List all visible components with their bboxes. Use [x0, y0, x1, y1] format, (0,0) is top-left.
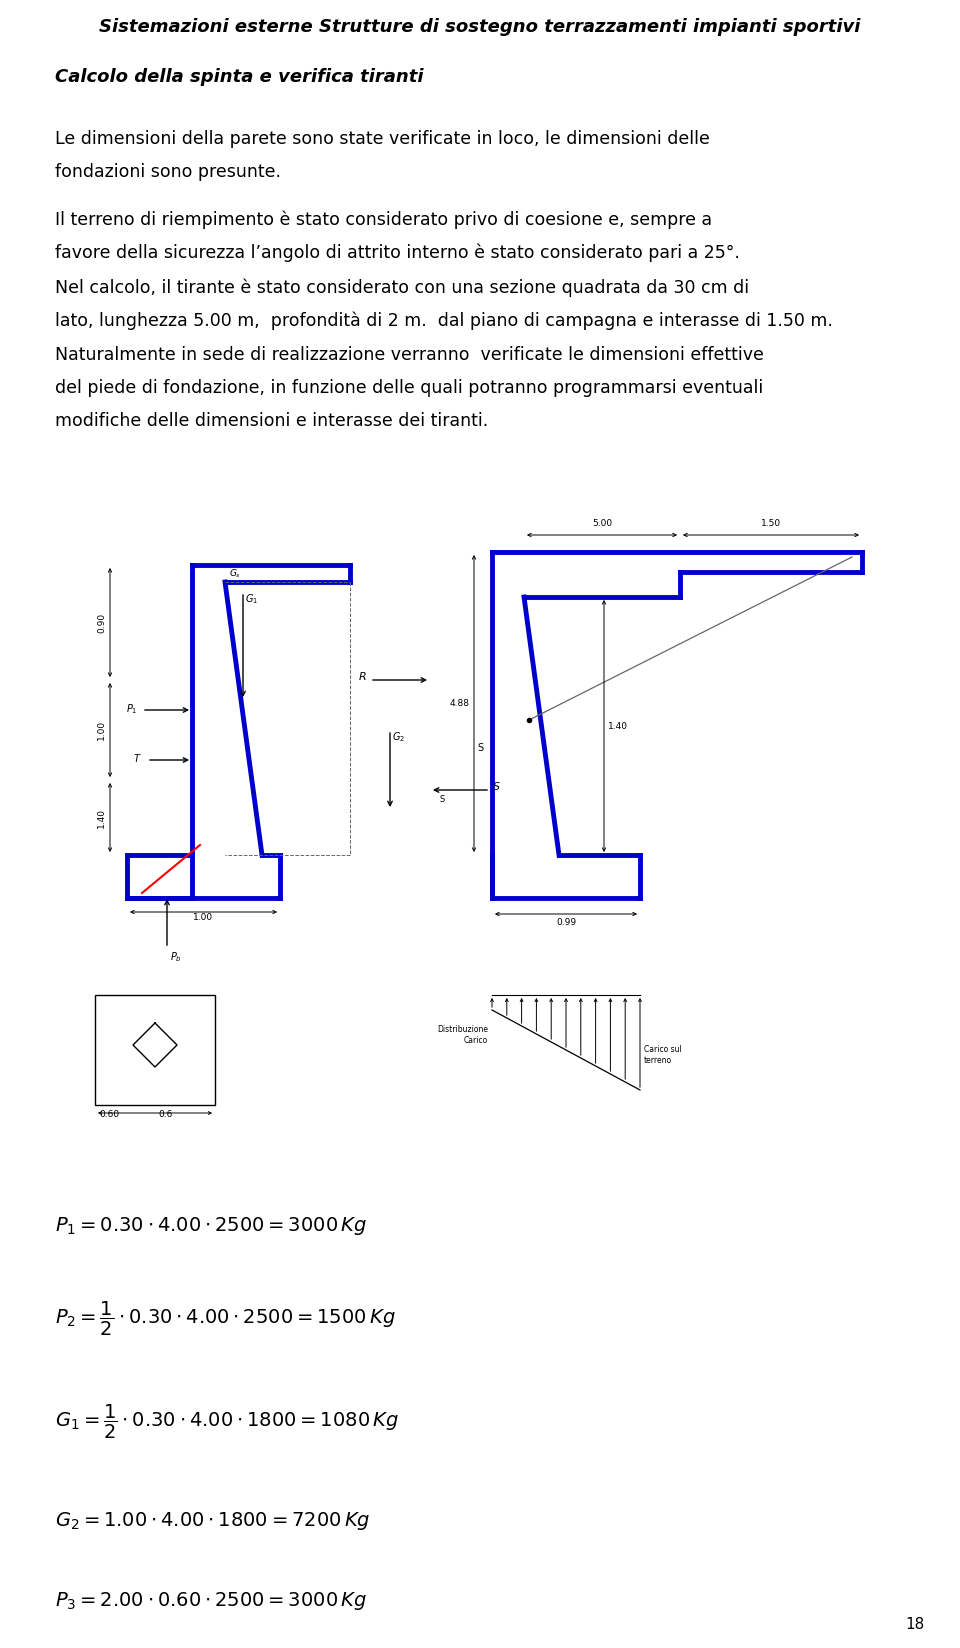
- Text: 0.6: 0.6: [158, 1111, 173, 1119]
- Text: $G_2 = 1.00 \cdot 4.00 \cdot 1800 = 7200\,Kg$: $G_2 = 1.00 \cdot 4.00 \cdot 1800 = 7200…: [55, 1510, 371, 1533]
- Text: Carico sul
terreno: Carico sul terreno: [644, 1045, 682, 1065]
- Text: modifiche delle dimensioni e interasse dei tiranti.: modifiche delle dimensioni e interasse d…: [55, 412, 489, 430]
- Text: 0.60: 0.60: [99, 1111, 119, 1119]
- Text: $P_2 = \dfrac{1}{2} \cdot 0.30 \cdot 4.00 \cdot 2500 = 1500\,Kg$: $P_2 = \dfrac{1}{2} \cdot 0.30 \cdot 4.0…: [55, 1300, 396, 1338]
- Bar: [95, 995, 215, 1106]
- Text: $P_1 = 0.30 \cdot 4.00 \cdot 2500 = 3000\,Kg$: $P_1 = 0.30 \cdot 4.00 \cdot 2500 = 3000…: [55, 1215, 367, 1238]
- Text: $P_b$: $P_b$: [170, 949, 181, 964]
- Text: $G_2$: $G_2$: [392, 730, 405, 743]
- Text: Le dimensioni della parete sono state verificate in loco, le dimensioni delle: Le dimensioni della parete sono state ve…: [55, 130, 709, 148]
- Text: Distribuzione
Carico: Distribuzione Carico: [437, 1025, 488, 1045]
- Text: fondazioni sono presunte.: fondazioni sono presunte.: [55, 163, 281, 181]
- Text: Nel calcolo, il tirante è stato considerato con una sezione quadrata da 30 cm di: Nel calcolo, il tirante è stato consider…: [55, 279, 749, 297]
- Text: Sistemazioni esterne Strutture di sostegno terrazzamenti impianti sportivi: Sistemazioni esterne Strutture di sosteg…: [99, 18, 861, 36]
- Text: Calcolo della spinta e verifica tiranti: Calcolo della spinta e verifica tiranti: [55, 68, 423, 86]
- Text: del piede di fondazione, in funzione delle quali potranno programmarsi eventuali: del piede di fondazione, in funzione del…: [55, 379, 763, 397]
- Text: $G_1$: $G_1$: [245, 592, 258, 606]
- Text: $G_1 = \dfrac{1}{2} \cdot 0.30 \cdot 4.00 \cdot 1800 = 1080\,Kg$: $G_1 = \dfrac{1}{2} \cdot 0.30 \cdot 4.0…: [55, 1402, 399, 1440]
- Text: lato, lunghezza 5.00 m,  profondità di 2 m.  dal piano di campagna e interasse d: lato, lunghezza 5.00 m, profondità di 2 …: [55, 311, 833, 330]
- Text: S: S: [493, 783, 500, 793]
- Text: 0.99: 0.99: [556, 918, 576, 928]
- Text: 1.00: 1.00: [97, 720, 106, 740]
- Text: 0.90: 0.90: [97, 613, 106, 633]
- Text: $T$: $T$: [133, 751, 142, 765]
- Text: 18: 18: [905, 1617, 925, 1632]
- Text: $P_3 = 2.00 \cdot 0.60 \cdot 2500 = 3000\,Kg$: $P_3 = 2.00 \cdot 0.60 \cdot 2500 = 3000…: [55, 1590, 367, 1612]
- Text: R: R: [358, 672, 366, 682]
- Text: 4.88: 4.88: [450, 699, 470, 707]
- Text: favore della sicurezza l’angolo di attrito interno è stato considerato pari a 25: favore della sicurezza l’angolo di attri…: [55, 242, 740, 262]
- Text: $P_1$: $P_1$: [126, 702, 137, 715]
- Text: S: S: [440, 794, 444, 804]
- Text: $G_s$: $G_s$: [229, 569, 241, 580]
- Text: 1.00: 1.00: [193, 913, 213, 921]
- Text: 1.40: 1.40: [97, 808, 106, 827]
- Text: 1.40: 1.40: [608, 722, 628, 730]
- Text: 1.50: 1.50: [761, 519, 781, 527]
- Text: Il terreno di riempimento è stato considerato privo di coesione e, sempre a: Il terreno di riempimento è stato consid…: [55, 209, 712, 229]
- Text: 5.00: 5.00: [592, 519, 612, 527]
- Text: S: S: [477, 743, 483, 753]
- Text: Naturalmente in sede di realizzazione verranno  verificate le dimensioni effetti: Naturalmente in sede di realizzazione ve…: [55, 346, 764, 364]
